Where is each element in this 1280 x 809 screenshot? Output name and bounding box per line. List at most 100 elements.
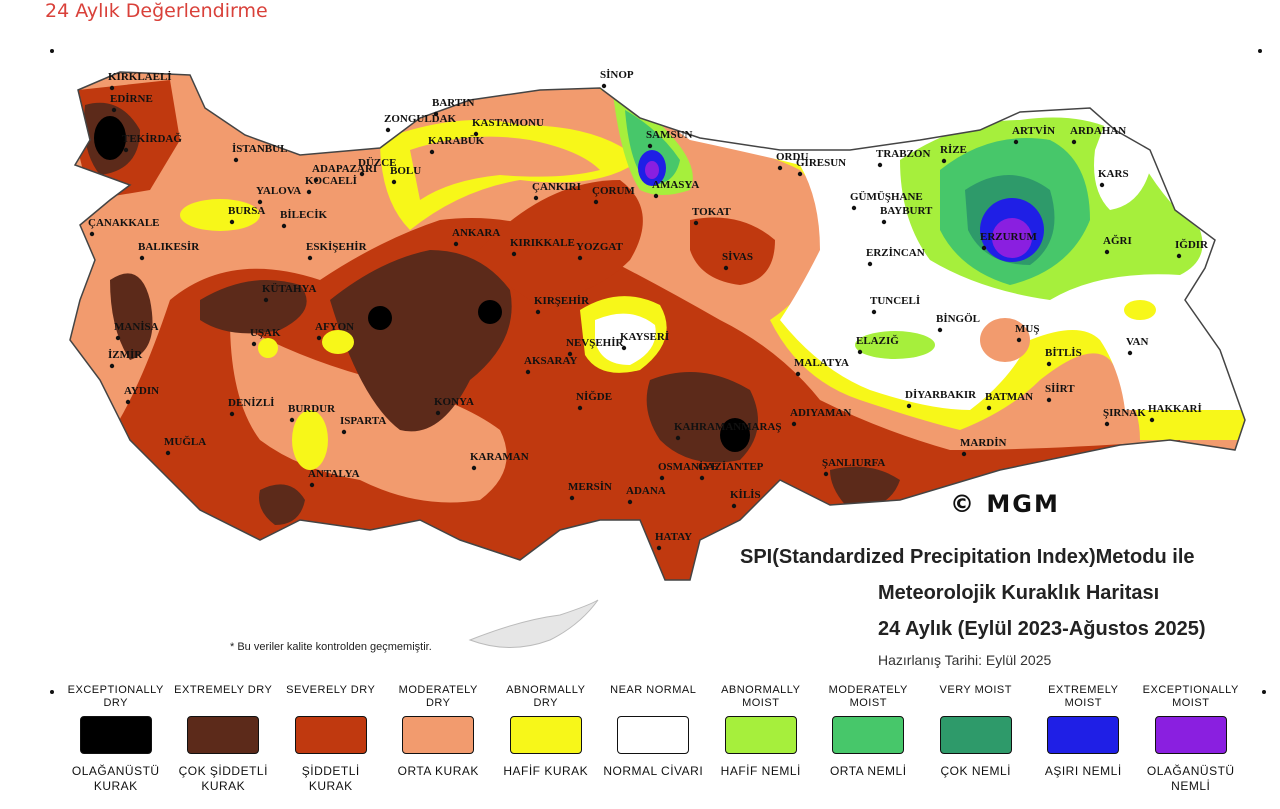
zone-extremely-dry-urfa bbox=[830, 466, 900, 510]
city-dot bbox=[577, 405, 583, 411]
city-label: DENİZLİ bbox=[228, 397, 274, 409]
zone-near-normal-kayseri bbox=[595, 313, 656, 365]
legend-label-en: EXTREMELY DRY bbox=[174, 684, 273, 696]
legend-label-tr: ORTA KURAK bbox=[397, 764, 479, 778]
city-dot bbox=[1099, 182, 1105, 188]
zone-abnormally-dry-afyon bbox=[322, 330, 354, 354]
city-dot bbox=[109, 85, 115, 91]
legend-swatch bbox=[1047, 716, 1120, 754]
city-dot bbox=[111, 107, 117, 113]
city-dot bbox=[871, 309, 877, 315]
city-dot bbox=[89, 231, 95, 237]
city-label: İZMİR bbox=[108, 349, 143, 361]
city-dot bbox=[1127, 350, 1133, 356]
city-label: KARAMAN bbox=[470, 451, 529, 463]
legend-label-en: EXCEPTIONALLY MOIST bbox=[1142, 684, 1239, 709]
city-label: ŞIRNAK bbox=[1103, 407, 1146, 419]
city-label: SAMSUN bbox=[646, 129, 693, 141]
city-label: ŞANLIURFA bbox=[822, 457, 885, 469]
legend-item: ABNORMALLY MOIST HAFİF NEMLİ bbox=[707, 684, 815, 794]
city-label: MARDİN bbox=[960, 437, 1006, 449]
zone-abnormally-moist-elazig bbox=[855, 331, 935, 359]
city-dot bbox=[251, 341, 257, 347]
city-label: VAN bbox=[1126, 336, 1148, 348]
map-title-line1: SPI(Standardized Precipitation Index)Met… bbox=[740, 546, 1195, 568]
zone-moderately-dry-kastamonu bbox=[410, 136, 600, 200]
city-dot bbox=[533, 195, 539, 201]
city-dot bbox=[313, 177, 319, 183]
zone-moderately-dry-mus bbox=[980, 318, 1030, 362]
city-label: BATMAN bbox=[985, 391, 1033, 403]
legend-label-en: VERY MOIST bbox=[939, 684, 1012, 696]
city-dot bbox=[731, 503, 737, 509]
city-label: AFYON bbox=[315, 321, 354, 333]
city-dot bbox=[316, 335, 322, 341]
city-dot bbox=[257, 199, 263, 205]
city-label: OSMANİYE bbox=[658, 461, 719, 473]
city-label: ERZİNCAN bbox=[866, 247, 925, 259]
city-label: BALIKESİR bbox=[138, 241, 200, 253]
city-label: ADANA bbox=[626, 485, 666, 497]
city-label: ADAPAZARI bbox=[312, 163, 377, 175]
drought-map: KIRKLAELİ EDİRNE TEKİRDAĞ İSTANBUL ÇANAKKALE… bbox=[69, 69, 1246, 648]
city-label: YALOVA bbox=[256, 185, 301, 197]
legend-item: VERY MOIST ÇOK NEMLİ bbox=[922, 684, 1030, 794]
city-dot bbox=[647, 143, 653, 149]
corner-dot bbox=[50, 690, 54, 694]
city-label: KASTAMONU bbox=[472, 117, 544, 129]
city-dot bbox=[653, 193, 659, 199]
zone-exceptionally-dry-kahramanmaras bbox=[720, 418, 750, 452]
city-label: IĞDIR bbox=[1175, 238, 1209, 251]
legend-label-en: ABNORMALLY MOIST bbox=[721, 684, 801, 709]
city-dot bbox=[289, 417, 295, 423]
legend-label-tr: AŞIRI NEMLİ bbox=[1044, 764, 1122, 778]
city-dot bbox=[693, 220, 699, 226]
city-dot bbox=[906, 403, 912, 409]
zone-exceptionally-dry-tekirdag bbox=[94, 116, 126, 160]
city-label: KAHRAMANMARAŞ bbox=[674, 421, 782, 433]
city-label: ZONGULDAK bbox=[384, 113, 457, 125]
city-label: ERZURUM bbox=[980, 231, 1037, 243]
city-dot bbox=[621, 345, 627, 351]
city-label: MALATYA bbox=[794, 357, 849, 369]
city-dot bbox=[263, 297, 269, 303]
city-label: ELAZIĞ bbox=[856, 334, 899, 347]
city-label: EDİRNE bbox=[110, 93, 153, 105]
city-dot bbox=[165, 450, 171, 456]
city-dot bbox=[797, 171, 803, 177]
page-title: 24 Aylık Değerlendirme bbox=[45, 0, 268, 22]
city-dot bbox=[391, 179, 397, 185]
city-label: ANKARA bbox=[452, 227, 500, 239]
city-label: ADIYAMAN bbox=[790, 407, 851, 419]
city-dot bbox=[433, 111, 439, 117]
turkey-border bbox=[69, 71, 1246, 581]
city-dot bbox=[359, 171, 365, 177]
city-dot bbox=[593, 199, 599, 205]
city-dot bbox=[435, 410, 441, 416]
legend-label-tr: HAFİF KURAK bbox=[503, 764, 589, 778]
legend-label-tr: ŞİDDETLİ KURAK bbox=[301, 764, 360, 793]
city-label: AĞRI bbox=[1103, 234, 1132, 247]
map-title-line3: 24 Aylık (Eylül 2023-Ağustos 2025) bbox=[878, 618, 1206, 640]
city-dot bbox=[823, 471, 829, 477]
city-dot bbox=[577, 255, 583, 261]
legend-item: MODERATELY DRY ORTA KURAK bbox=[385, 684, 493, 794]
legend-item: ABNORMALLY DRY HAFİF KURAK bbox=[492, 684, 600, 794]
corner-dot bbox=[50, 49, 54, 53]
city-label: ARTVİN bbox=[1012, 125, 1055, 137]
city-dot bbox=[511, 251, 517, 257]
zone-extremely-dry-manisa bbox=[110, 273, 153, 360]
legend-swatch bbox=[1154, 716, 1227, 754]
city-label: ANTALYA bbox=[308, 468, 360, 480]
city-label: ESKİŞEHİR bbox=[306, 241, 368, 253]
city-dot bbox=[115, 335, 121, 341]
legend-label-tr: ÇOK ŞİDDETLİ KURAK bbox=[178, 764, 268, 793]
legend-item: EXCEPTIONALLY MOIST OLAĞANÜSTÜ NEMLİ bbox=[1137, 684, 1245, 794]
city-label: KÜTAHYA bbox=[262, 282, 316, 295]
city-dot bbox=[306, 189, 312, 195]
city-label: AMASYA bbox=[652, 179, 699, 191]
city-dot bbox=[1071, 139, 1077, 145]
city-dot bbox=[656, 545, 662, 551]
city-label: KAYSERİ bbox=[620, 331, 669, 343]
city-dot bbox=[699, 475, 705, 481]
